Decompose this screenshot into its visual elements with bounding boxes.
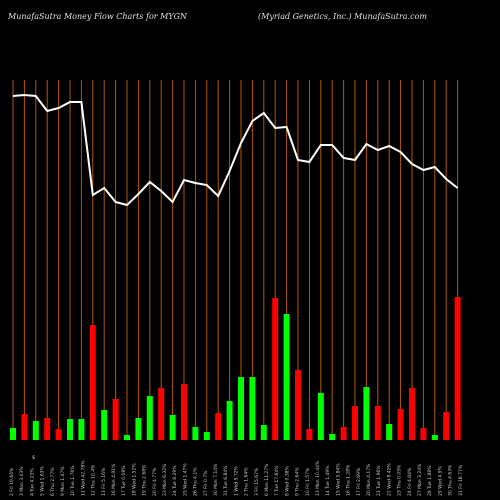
x-tick-label: 27 Fri 0.7%	[203, 470, 209, 496]
volume-bar	[226, 401, 233, 440]
x-tick-label: 23 Thu 0.05%	[397, 464, 403, 496]
volume-bar	[454, 297, 461, 440]
x-tick-label: 20 Fri 4.77%	[152, 467, 158, 496]
volume-bar	[420, 428, 427, 440]
volume-bar	[386, 424, 393, 440]
x-tick-label: 5 Wed 1.63%	[40, 465, 46, 496]
x-tick-label: 31 Fri 18.77%	[458, 464, 464, 496]
volume-bar	[124, 435, 130, 440]
volume-bar	[78, 419, 85, 440]
volume-bar	[329, 434, 336, 440]
x-tick-label: 26 Thu 4.1%	[193, 467, 199, 496]
x-tick-label: 17 Tue 0.08%	[121, 465, 127, 496]
x-tick-label: 24 Tue 8.29%	[172, 465, 178, 496]
volume-bar	[295, 370, 301, 440]
x-tick-label: 1 Wed 5.72%	[233, 465, 239, 496]
volume-bar	[283, 314, 290, 440]
x-tick-label: 10 Tue 1.76%	[70, 465, 76, 496]
x-footer-label: $	[32, 455, 35, 461]
x-tick-label: 13 Mon 10.44%	[315, 460, 321, 496]
volume-bar	[317, 393, 324, 440]
x-tick-label: 20 Mon 4.17%	[366, 463, 372, 496]
volume-bar	[340, 427, 347, 440]
x-tick-label: 6 Mon 11.27%	[264, 463, 270, 496]
volume-bar	[89, 325, 96, 440]
volume-bar	[397, 409, 404, 440]
x-tick-label: 2 Fri 19.64%	[9, 467, 15, 496]
chart-header-right: (Myriad Genetics, Inc.) MunafaSutra.com	[258, 12, 427, 21]
x-tick-label: 16 Mon 4.91%	[111, 463, 117, 496]
x-tick-label: 14 Tue 1.49%	[325, 465, 331, 496]
x-tick-label: 15 Wed 5.84%	[335, 463, 341, 496]
volume-bar	[21, 414, 28, 440]
volume-bar	[112, 399, 119, 440]
x-tick-label: 27 Mon 3.24%	[417, 463, 423, 496]
volume-bar	[192, 427, 199, 440]
x-tick-label: 3 Mon 3.03%	[19, 466, 25, 496]
x-tick-label: 4 Tue 4.23%	[29, 468, 35, 496]
x-tick-label: 22 Wed 8.42%	[386, 463, 392, 496]
grid-lines	[12, 80, 459, 440]
x-tick-label: 17 Fri 2.69%	[356, 467, 362, 496]
x-tick-label: 23 Mon 6.32%	[162, 463, 168, 496]
x-tick-label: 3 Fri 15.67%	[254, 467, 260, 496]
volume-bar	[352, 406, 358, 440]
x-tick-label: 25 Wed 1.47%	[182, 463, 188, 496]
volume-bar	[10, 428, 16, 440]
volume-bar	[431, 435, 438, 440]
x-tick-label: 10 Fri 1.57%	[305, 467, 311, 496]
volume-bar	[249, 377, 256, 440]
price-line	[12, 93, 459, 207]
volume-bar	[169, 415, 176, 440]
volume-bar	[55, 429, 62, 440]
chart-header-left: MunafaSutra Money Flow Charts for MYGN	[8, 12, 187, 21]
volume-bar	[409, 388, 415, 440]
x-tick-label: 31 Tue 6.84%	[223, 465, 229, 496]
volume-bar	[181, 384, 187, 440]
x-tick-label: 19 Thu 2.68%	[142, 464, 148, 496]
x-tick-label: 9 Thu 2.64%	[295, 467, 301, 496]
volume-bars	[10, 297, 461, 440]
x-tick-label: 24 Fri 4.84%	[407, 467, 413, 496]
volume-bar	[374, 406, 381, 440]
x-tick-label: 30 Thu 4.63%	[448, 464, 454, 496]
x-axis-labels: 2 Fri 19.64% 3 Mon 3.03% 4 Tue 4.23% 5 Wed …	[9, 460, 464, 496]
x-tick-label: 21 Tue 1.96%	[376, 465, 382, 496]
x-tick-label: 7 Tue 17.64%	[274, 465, 280, 496]
volume-bar	[158, 388, 165, 440]
x-tick-label: 8 Wed 0.38%	[284, 465, 290, 496]
x-tick-label: 29 Wed 4.9%	[437, 465, 443, 496]
x-tick-label: 18 Wed 1.52%	[131, 463, 137, 496]
volume-bar	[101, 410, 108, 440]
volume-bar	[44, 418, 51, 440]
volume-bar	[135, 418, 142, 440]
x-tick-label: 9 Mon 1.47%	[60, 466, 66, 496]
x-tick-label: 30 Mon 7.14%	[213, 463, 219, 496]
x-tick-label: 28 Tue 1.88%	[427, 465, 433, 496]
volume-bar	[306, 429, 313, 440]
volume-bar	[67, 419, 73, 440]
volume-bar	[238, 377, 244, 440]
volume-bar	[203, 432, 210, 440]
x-tick-label: 13 Fri 5.16%	[101, 467, 107, 496]
x-tick-label: 11 Wed 42.78%	[80, 460, 86, 496]
x-tick-label: 6 Thu 2.77%	[50, 467, 56, 496]
x-tick-label: 2 Thu 1.64%	[244, 467, 250, 496]
volume-bar	[260, 425, 267, 440]
volume-bar	[443, 412, 450, 440]
volume-bar	[215, 413, 222, 440]
x-tick-label: 12 Thu 10.4%	[91, 464, 97, 496]
x-tick-label: 16 Thu 1.28%	[346, 464, 352, 496]
volume-bar	[32, 421, 39, 440]
volume-bar	[146, 396, 153, 440]
volume-bar	[272, 298, 279, 440]
volume-bar	[363, 387, 370, 440]
